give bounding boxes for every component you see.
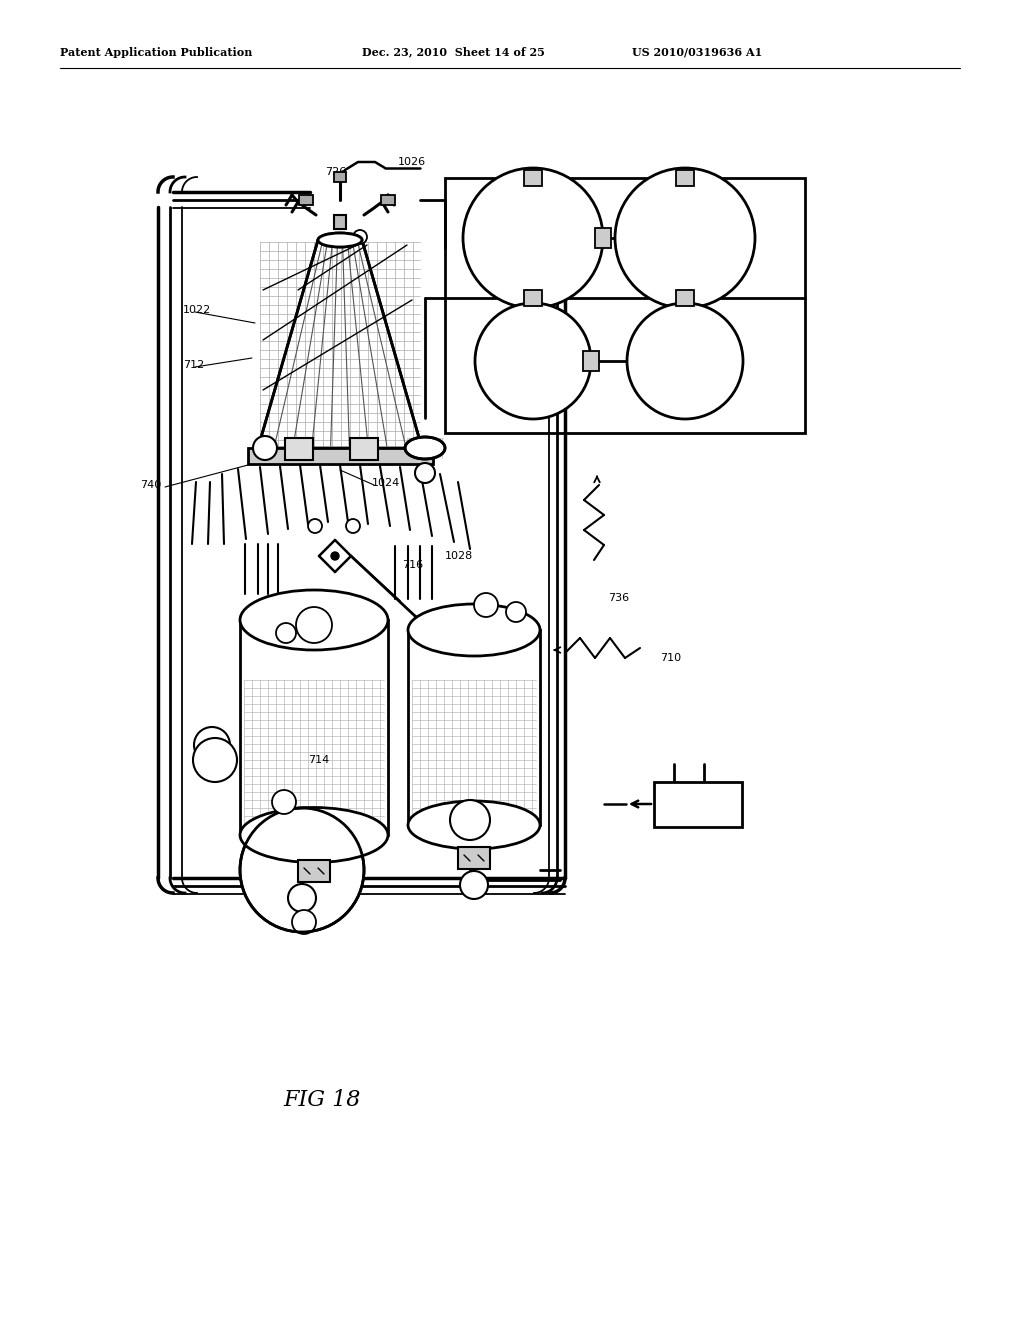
- Ellipse shape: [240, 808, 388, 862]
- Circle shape: [463, 168, 603, 308]
- Circle shape: [253, 436, 278, 459]
- Text: 1026: 1026: [398, 157, 426, 168]
- Circle shape: [276, 623, 296, 643]
- Bar: [285, 438, 313, 459]
- Circle shape: [415, 463, 435, 483]
- Circle shape: [346, 519, 360, 533]
- Circle shape: [272, 789, 296, 814]
- Bar: [676, 290, 694, 306]
- Text: 1024: 1024: [372, 478, 400, 488]
- Bar: [334, 215, 346, 228]
- Bar: [240, 620, 388, 836]
- Text: 740: 740: [140, 480, 161, 490]
- Bar: [524, 170, 542, 186]
- Text: 1022: 1022: [183, 305, 211, 315]
- Bar: [676, 170, 694, 186]
- Ellipse shape: [318, 234, 362, 247]
- Bar: [334, 172, 346, 182]
- Bar: [445, 178, 805, 433]
- Text: FIG 18: FIG 18: [284, 1089, 360, 1111]
- Text: Patent Application Publication: Patent Application Publication: [60, 46, 252, 58]
- Circle shape: [474, 593, 498, 616]
- Bar: [350, 438, 378, 459]
- Text: US 2010/0319636 A1: US 2010/0319636 A1: [632, 46, 762, 58]
- Bar: [298, 861, 330, 882]
- Ellipse shape: [408, 801, 540, 849]
- Bar: [248, 447, 433, 465]
- Ellipse shape: [408, 605, 540, 656]
- Circle shape: [308, 519, 322, 533]
- Bar: [595, 228, 611, 248]
- Ellipse shape: [318, 234, 362, 247]
- Text: Dec. 23, 2010  Sheet 14 of 25: Dec. 23, 2010 Sheet 14 of 25: [362, 46, 545, 58]
- Circle shape: [450, 800, 490, 840]
- Circle shape: [627, 304, 743, 418]
- Polygon shape: [258, 240, 422, 447]
- Bar: [458, 847, 490, 869]
- Circle shape: [240, 808, 364, 932]
- Bar: [408, 630, 540, 825]
- Circle shape: [288, 884, 316, 912]
- Bar: [240, 620, 388, 836]
- Circle shape: [615, 168, 755, 308]
- Circle shape: [460, 871, 488, 899]
- Text: 712: 712: [183, 360, 204, 370]
- Bar: [654, 781, 742, 828]
- Text: 1028: 1028: [445, 550, 473, 561]
- Text: 716: 716: [402, 560, 423, 570]
- Text: 726: 726: [325, 168, 346, 177]
- Circle shape: [193, 738, 237, 781]
- Text: 710: 710: [660, 653, 681, 663]
- Bar: [381, 195, 395, 205]
- Circle shape: [475, 304, 591, 418]
- Circle shape: [353, 230, 367, 244]
- Text: 714: 714: [308, 755, 330, 766]
- Circle shape: [292, 909, 316, 935]
- Text: 728: 728: [672, 797, 696, 810]
- Bar: [299, 195, 313, 205]
- Ellipse shape: [406, 437, 445, 459]
- Ellipse shape: [240, 590, 388, 649]
- Text: 736: 736: [608, 593, 629, 603]
- Bar: [408, 630, 540, 825]
- Circle shape: [296, 607, 332, 643]
- Bar: [524, 290, 542, 306]
- Circle shape: [506, 602, 526, 622]
- Circle shape: [194, 727, 230, 763]
- Bar: [583, 351, 599, 371]
- Circle shape: [331, 552, 339, 560]
